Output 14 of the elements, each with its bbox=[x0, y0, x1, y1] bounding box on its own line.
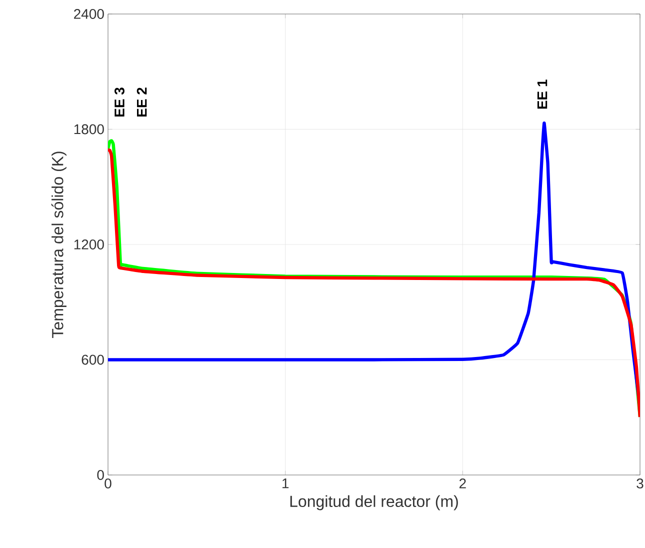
y-axis-title: Temperatura del sólido (K) bbox=[51, 152, 66, 338]
x-tick-label: 3 bbox=[636, 478, 644, 488]
annotation: EE 2 bbox=[136, 88, 147, 116]
x-tick-label: 0 bbox=[104, 478, 112, 488]
annotation: EE 1 bbox=[537, 80, 548, 109]
x-axis-title: Longitud del reactor (m) bbox=[290, 495, 458, 510]
y-tick-label: 1800 bbox=[74, 124, 104, 134]
x-tick-label: 2 bbox=[459, 478, 466, 488]
annotation: EE 3 bbox=[114, 88, 124, 116]
y-tick-label: 2400 bbox=[74, 9, 104, 19]
y-tick-label: 600 bbox=[82, 354, 104, 365]
y-tick-label: 0 bbox=[97, 470, 104, 480]
y-tick-label: 1200 bbox=[74, 240, 104, 250]
x-tick-label: 1 bbox=[282, 478, 289, 488]
